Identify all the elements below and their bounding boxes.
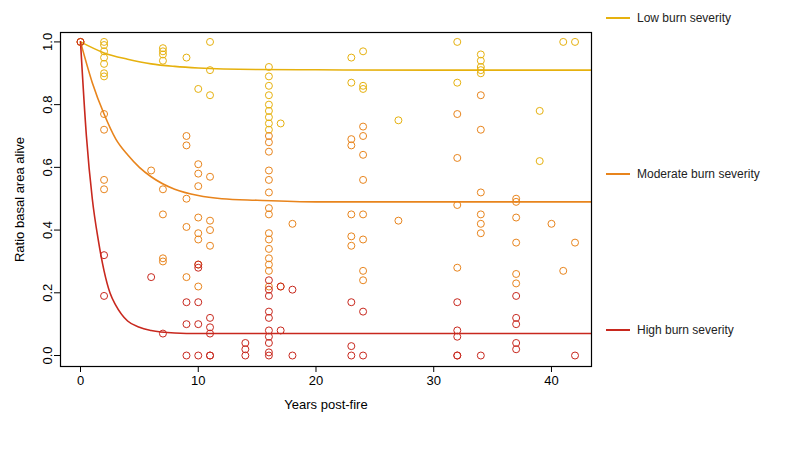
svg-text:0.2: 0.2 [40, 284, 55, 302]
html-text:High burn severity: High burn severity [637, 323, 734, 337]
svg-text:40: 40 [544, 373, 558, 388]
svg-text:0: 0 [77, 373, 84, 388]
svg-text:30: 30 [426, 373, 440, 388]
html-text:Low burn severity: Low burn severity [637, 11, 731, 25]
svg-text:0.6: 0.6 [40, 158, 55, 176]
svg-text:20: 20 [309, 373, 323, 388]
svg-text:0.0: 0.0 [40, 346, 55, 364]
svg-text:Years post-fire: Years post-fire [284, 397, 367, 412]
html-text:Moderate burn severity: Moderate burn severity [637, 167, 760, 181]
svg-text:10: 10 [191, 373, 205, 388]
svg-text:0.4: 0.4 [40, 221, 55, 239]
svg-text:0.8: 0.8 [40, 96, 55, 114]
svg-text:Ratio basal area alive: Ratio basal area alive [12, 137, 27, 262]
svg-text:1.0: 1.0 [40, 33, 55, 51]
